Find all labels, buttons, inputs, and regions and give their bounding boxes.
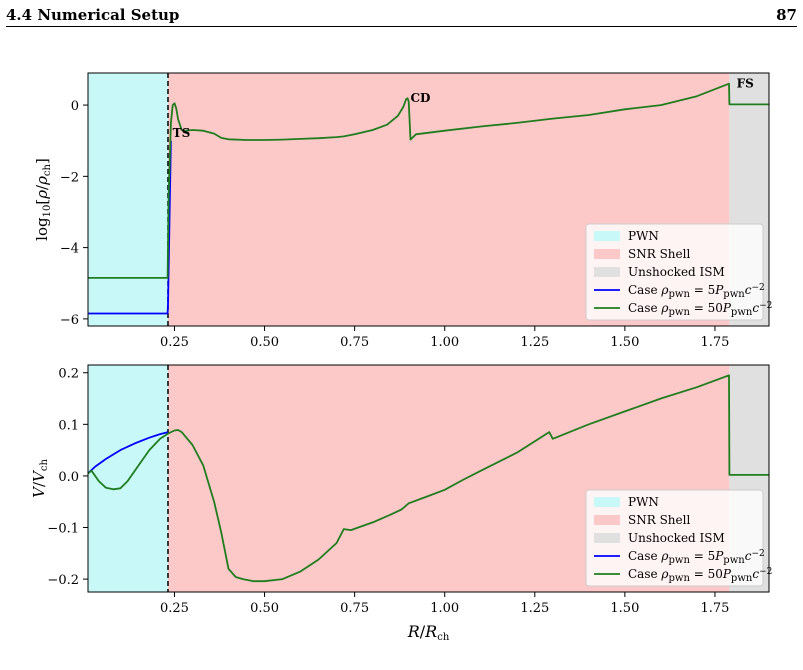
y-axis-label-group: log10[ρ/ρch] <box>33 158 53 241</box>
legend-label: Case ρpwn = 5Ppwnc−2 <box>628 283 765 300</box>
legend: PWN SNR Shell Unshocked ISM Case ρpwn = 5Pp… <box>585 223 772 321</box>
x-tick-label: 1.25 <box>520 335 549 350</box>
y-tick-label: −0.1 <box>47 522 79 537</box>
legend: PWN SNR Shell Unshocked ISM Case ρpwn = 5Pp… <box>585 489 772 587</box>
legend-swatch <box>594 497 620 507</box>
legend-label: Case ρpwn = 50Ppwnc−2 <box>628 567 772 584</box>
series-line-case-5 <box>88 431 169 474</box>
y-tick-label: −4 <box>60 242 79 257</box>
annotation-ts: TS <box>173 126 191 140</box>
x-tick-label: 0.75 <box>340 335 369 350</box>
legend-label: Unshocked ISM <box>628 265 725 279</box>
legend-label: SNR Shell <box>628 247 690 261</box>
pwn-region <box>88 73 168 326</box>
x-tick-label: 1.75 <box>700 335 729 350</box>
x-axis-label: R/Rch <box>407 622 450 643</box>
y-axis-label-group: V/Vch <box>30 459 50 498</box>
legend-box <box>585 489 764 587</box>
annotation-cd: CD <box>410 91 430 105</box>
x-tick-label: 0.50 <box>250 601 279 616</box>
series-line-case-50 <box>88 82 769 279</box>
x-tick-label: 1.25 <box>520 601 549 616</box>
axes-frame <box>87 364 770 593</box>
x-tick-label: 1.00 <box>430 335 459 350</box>
section-title: 4.4 Numerical Setup <box>6 6 180 24</box>
x-tick-label: 0.50 <box>250 335 279 350</box>
annotation-fs: FS <box>737 76 754 90</box>
series-group <box>88 374 769 583</box>
density-panel: TS CD FS 0.25 0.50 0.75 1.00 1.25 1.50 1.75 0 −2 −4 −… <box>33 72 772 350</box>
legend-swatch <box>594 249 620 259</box>
x-tick-label: 0.25 <box>160 601 189 616</box>
pwn-region <box>88 365 168 592</box>
x-tick-label: 1.50 <box>610 335 639 350</box>
series-group <box>88 82 769 315</box>
running-head: 4.4 Numerical Setup 87 <box>6 4 797 27</box>
legend-label: PWN <box>628 229 659 243</box>
velocity-panel: 0.25 0.50 0.75 1.00 1.25 1.50 1.75 0.2 0.1 0.0 −0.… <box>30 364 772 643</box>
legend-label: SNR Shell <box>628 513 690 527</box>
y-tick-label: 0.1 <box>58 418 79 433</box>
legend-label: Case ρpwn = 5Ppwnc−2 <box>628 549 765 566</box>
legend-swatch <box>594 267 620 277</box>
legend-label: Unshocked ISM <box>628 531 725 545</box>
y-tick-label: 0 <box>71 99 79 114</box>
legend-swatch <box>594 231 620 241</box>
y-tick-label: −6 <box>60 313 79 328</box>
legend-label: Case ρpwn = 50Ppwnc−2 <box>628 301 772 318</box>
series-line-case-5 <box>88 140 172 315</box>
x-tick-label: 1.50 <box>610 601 639 616</box>
legend-swatch <box>594 515 620 525</box>
y-axis-label: V/Vch <box>30 459 50 498</box>
x-tick-label: 0.25 <box>160 335 189 350</box>
page-number: 87 <box>776 6 797 24</box>
y-tick-label: −2 <box>60 170 79 185</box>
legend-label: PWN <box>628 495 659 509</box>
legend-box <box>585 223 764 321</box>
axes-frame <box>87 72 770 327</box>
y-axis-label: log10[ρ/ρch] <box>33 158 53 241</box>
x-tick-label: 1.00 <box>430 601 459 616</box>
y-tick-label: −0.2 <box>47 573 79 588</box>
y-tick-label: 0.0 <box>58 470 79 485</box>
x-tick-label: 1.75 <box>700 601 729 616</box>
x-tick-label: 0.75 <box>340 601 369 616</box>
legend-swatch <box>594 533 620 543</box>
y-tick-label: 0.2 <box>58 367 79 382</box>
series-line-case-50 <box>88 374 769 583</box>
